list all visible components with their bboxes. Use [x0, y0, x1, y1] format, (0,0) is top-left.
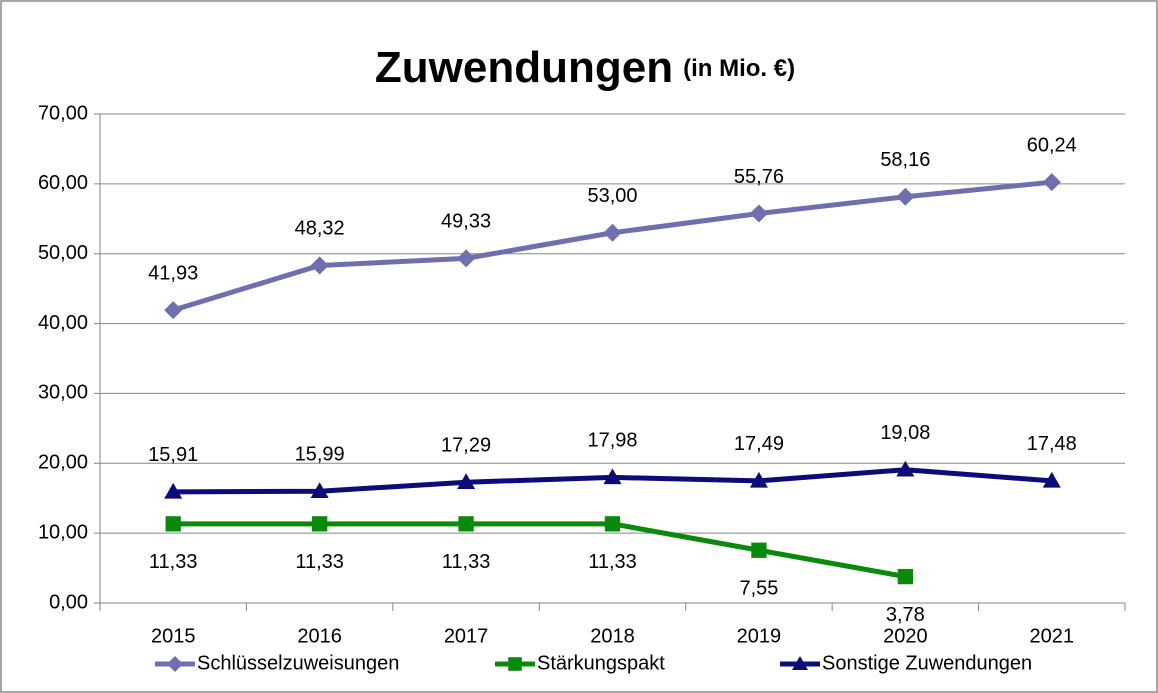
data-point	[165, 516, 181, 532]
y-tick-label: 10,00	[38, 521, 88, 543]
data-label: 58,16	[880, 149, 930, 171]
data-point	[457, 249, 476, 268]
data-label: 7,55	[739, 578, 778, 600]
data-point	[457, 473, 476, 489]
data-label: 41,93	[148, 262, 198, 284]
data-label: 17,98	[587, 430, 637, 452]
y-tick-label: 40,00	[38, 312, 88, 334]
data-label: 49,33	[441, 211, 491, 233]
y-tick-label: 30,00	[38, 382, 88, 404]
data-label: 19,08	[880, 422, 930, 444]
data-point	[311, 516, 328, 532]
data-label: 3,78	[886, 604, 925, 626]
legend-marker	[167, 656, 183, 672]
data-point	[603, 223, 622, 242]
data-point	[310, 482, 329, 499]
data-point	[751, 542, 767, 558]
data-label: 11,33	[149, 551, 198, 573]
data-label: 15,91	[148, 444, 198, 466]
data-point	[1042, 471, 1061, 488]
y-tick-label: 0,00	[49, 591, 88, 613]
data-label: 53,00	[587, 185, 637, 207]
data-point	[897, 568, 914, 585]
title-note: (in Mio. €)	[683, 55, 795, 82]
title-main: Zuwendungen	[375, 43, 673, 92]
data-label: 17,48	[1027, 433, 1077, 455]
y-tick-label: 60,00	[38, 172, 88, 194]
data-point	[1042, 173, 1061, 192]
data-label: 11,33	[442, 551, 491, 573]
data-label: 11,33	[588, 551, 637, 573]
x-tick-label: 2015	[151, 625, 196, 647]
y-tick-label: 50,00	[38, 242, 88, 264]
data-label: 55,76	[734, 166, 784, 188]
legend-marker	[792, 656, 808, 670]
data-point	[749, 204, 768, 223]
x-tick-label: 2020	[883, 625, 928, 647]
data-label: 48,32	[295, 218, 345, 240]
y-tick-label: 20,00	[38, 452, 88, 474]
data-label: 60,24	[1027, 134, 1077, 156]
legend-label: Stärkungspakt	[537, 652, 665, 674]
chart-title: Zuwendungen (in Mio. €)	[375, 43, 795, 92]
data-point	[458, 516, 474, 532]
data-point	[896, 460, 915, 477]
data-label: 17,29	[441, 434, 491, 456]
x-tick-label: 2019	[737, 625, 782, 647]
data-point	[164, 301, 183, 320]
data-point	[604, 516, 621, 532]
data-point	[164, 482, 183, 499]
legend-marker	[508, 657, 522, 671]
x-tick-label: 2021	[1030, 625, 1075, 647]
data-point	[310, 256, 329, 275]
data-label: 11,33	[295, 551, 344, 573]
data-point	[749, 471, 768, 488]
x-tick-label: 2018	[590, 625, 635, 647]
x-tick-label: 2016	[297, 625, 342, 647]
series-line	[173, 521, 906, 580]
data-label: 17,49	[734, 433, 784, 455]
legend-label: Sonstige Zuwendungen	[822, 652, 1032, 674]
data-label: 15,99	[295, 444, 345, 466]
y-tick-label: 70,00	[38, 102, 88, 124]
x-tick-label: 2017	[444, 625, 489, 647]
legend-label: Schlüsselzuweisungen	[197, 652, 399, 674]
data-point	[896, 187, 915, 206]
data-point	[603, 468, 622, 485]
